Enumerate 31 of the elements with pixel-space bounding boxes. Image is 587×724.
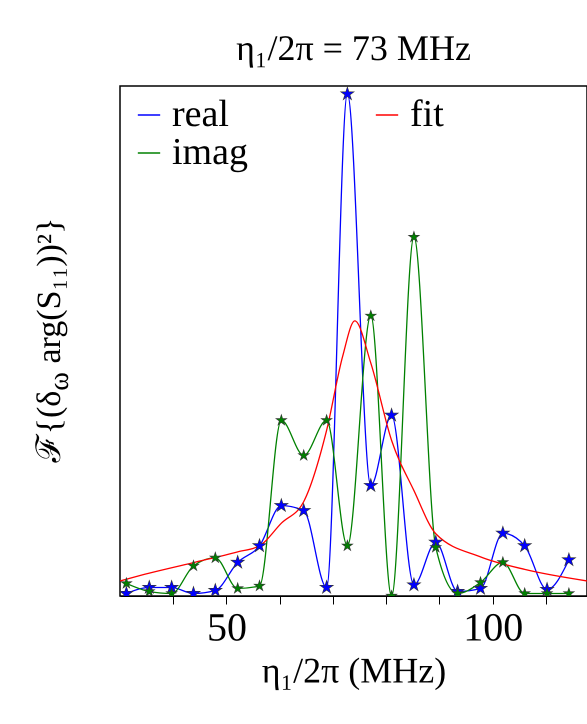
- point: [252, 538, 267, 552]
- point: [210, 552, 222, 563]
- point: [496, 526, 510, 540]
- legend-label: fit: [410, 93, 444, 135]
- point: [562, 552, 576, 566]
- point: [474, 576, 486, 588]
- x-tick-label: 100: [463, 604, 524, 650]
- point: [320, 414, 332, 426]
- point: [276, 414, 288, 426]
- point: [298, 449, 310, 460]
- point: [342, 540, 354, 551]
- point: [408, 231, 420, 242]
- point: [497, 556, 509, 568]
- point: [406, 578, 421, 591]
- point: [188, 560, 200, 571]
- point: [120, 577, 132, 588]
- point: [320, 580, 334, 594]
- point: [274, 498, 288, 512]
- chart-title: η₁/2π = 73 MHz: [236, 28, 471, 68]
- point: [364, 478, 378, 492]
- point: [208, 583, 222, 596]
- point: [340, 86, 354, 100]
- point: [232, 582, 244, 594]
- point: [254, 580, 266, 591]
- point: [296, 503, 311, 517]
- x-axis-title: η₁/2π (MHz): [262, 650, 446, 690]
- point: [518, 538, 532, 552]
- point: [230, 554, 245, 568]
- x-tick-label: 50: [207, 604, 247, 650]
- point: [384, 408, 399, 422]
- point: [365, 310, 377, 321]
